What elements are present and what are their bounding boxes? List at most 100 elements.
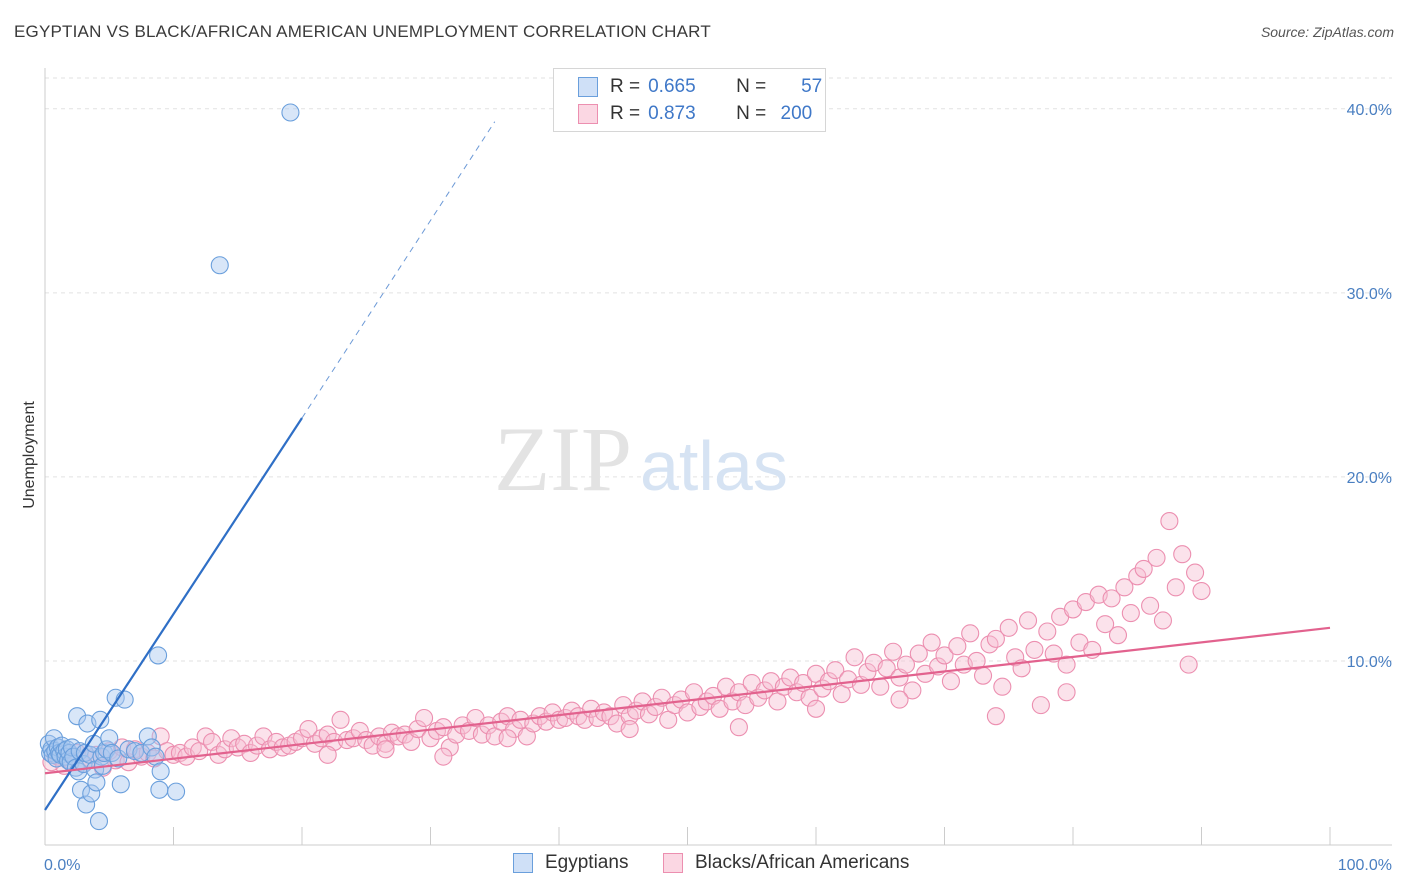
trend-line-egyptians-extension <box>301 121 496 419</box>
data-point <box>845 648 864 667</box>
data-point <box>1192 581 1211 601</box>
y-tick-label: 30.0% <box>1347 286 1392 303</box>
data-point <box>82 784 101 803</box>
data-point <box>871 677 890 696</box>
data-point <box>1031 696 1050 715</box>
data-point <box>800 688 819 707</box>
data-point <box>210 256 229 275</box>
data-point <box>1057 655 1076 674</box>
data-point <box>1057 683 1076 702</box>
x-tick-label-min: 0.0% <box>44 857 80 874</box>
y-tick-label: 20.0% <box>1347 470 1392 487</box>
data-point <box>601 707 620 726</box>
data-point <box>1147 548 1166 567</box>
data-point <box>1038 622 1057 641</box>
data-point <box>376 740 395 759</box>
data-point <box>1121 604 1140 623</box>
data-point <box>729 718 748 737</box>
data-point <box>948 637 967 656</box>
data-point <box>91 710 110 729</box>
watermark-zip: ZIP <box>494 408 632 510</box>
legend-item-egyptians: Egyptians <box>513 852 628 874</box>
data-point <box>877 659 896 678</box>
data-point <box>896 655 916 674</box>
stats-legend: R = 0.665 N = 57 R = 0.873 N = 200 <box>553 68 826 132</box>
legend-item-blacks: Blacks/African Americans <box>663 852 909 874</box>
data-point <box>941 672 960 691</box>
data-point <box>100 729 119 748</box>
data-point <box>1173 545 1192 564</box>
legend-n-value: 200 <box>780 103 813 124</box>
data-point <box>115 690 134 709</box>
legend-n-value: 57 <box>801 76 823 97</box>
data-point <box>806 699 826 718</box>
data-point <box>167 782 186 801</box>
axes <box>44 68 1392 846</box>
data-point <box>903 681 922 700</box>
legend-r-label: R = <box>610 76 641 97</box>
data-point <box>1108 626 1128 645</box>
trend-lines <box>44 121 1331 811</box>
data-point <box>1141 596 1160 615</box>
y-tick-label: 40.0% <box>1347 102 1392 119</box>
data-point <box>150 780 169 799</box>
legend-swatch-pink <box>663 853 683 873</box>
data-point <box>415 708 434 728</box>
legend-r-label: R = <box>610 103 641 124</box>
data-point <box>498 729 517 748</box>
trend-line-egyptians <box>44 417 303 811</box>
y-tick-label: 10.0% <box>1347 654 1392 671</box>
chart-title: EGYPTIAN VS BLACK/AFRICAN AMERICAN UNEMP… <box>14 22 711 41</box>
trend-line-blacks <box>44 626 1331 775</box>
data-point <box>999 618 1018 637</box>
data-point <box>89 812 109 831</box>
data-point <box>109 749 128 768</box>
data-point <box>620 719 639 739</box>
data-point <box>1186 563 1205 582</box>
data-point <box>77 795 96 814</box>
data-point <box>961 624 980 643</box>
data-point <box>890 690 909 709</box>
legend-swatch-blue <box>513 853 533 873</box>
data-point <box>149 646 168 665</box>
data-point <box>68 707 87 726</box>
data-point <box>1166 578 1185 597</box>
source-label: Source: ZipAtlas.com <box>1260 24 1394 40</box>
data-point <box>1096 615 1115 634</box>
data-point <box>350 721 369 740</box>
legend-n-label: N = <box>736 76 767 97</box>
legend-swatch-blue <box>578 77 598 97</box>
data-point <box>151 762 170 781</box>
data-point <box>909 644 928 663</box>
series-legend: Egyptians Blacks/African Americans <box>0 852 1406 878</box>
data-point <box>318 745 337 764</box>
legend-row-blacks: R = 0.873 N = 200 <box>554 101 812 127</box>
data-point <box>87 773 106 792</box>
legend-row-egyptians: R = 0.665 N = 57 <box>554 74 822 100</box>
x-tick-label-max: 100.0% <box>1338 857 1392 874</box>
legend-r-value: 0.665 <box>648 76 696 97</box>
data-point <box>1018 611 1038 630</box>
data-point <box>1115 578 1134 597</box>
watermark-atlas: atlas <box>640 427 788 505</box>
data-point <box>1025 640 1044 659</box>
data-point <box>1179 655 1198 674</box>
data-point <box>318 725 337 744</box>
data-point <box>826 661 845 680</box>
data-point <box>434 747 453 766</box>
data-point <box>1102 589 1121 608</box>
data-point <box>1006 648 1025 667</box>
legend-swatch-pink <box>578 104 598 124</box>
data-point <box>986 707 1005 726</box>
y-axis-title: Unemployment <box>21 401 38 509</box>
data-point <box>1128 567 1147 586</box>
legend-label-blacks: Blacks/African Americans <box>695 852 910 873</box>
data-point <box>111 775 130 794</box>
data-point <box>993 677 1012 696</box>
data-point <box>281 103 300 122</box>
data-point <box>138 727 157 746</box>
data-point <box>142 738 161 757</box>
data-point <box>331 710 350 729</box>
data-point <box>935 646 954 665</box>
